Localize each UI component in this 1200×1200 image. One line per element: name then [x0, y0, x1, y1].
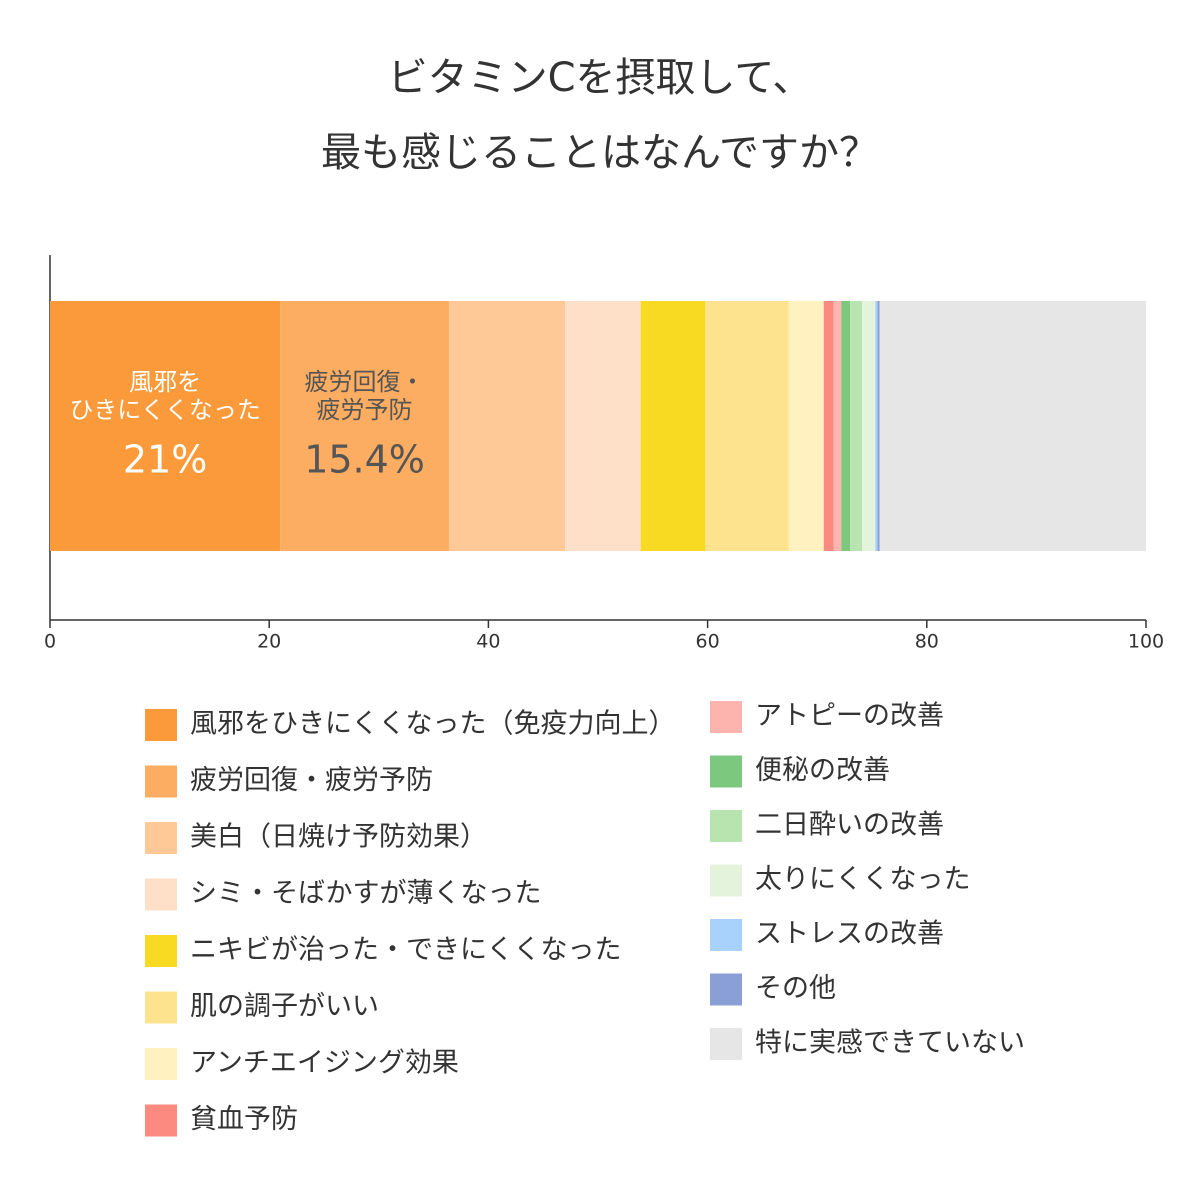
legend-swatch	[710, 810, 742, 842]
value-label: 21%	[123, 438, 207, 482]
x-tick-label: 80	[915, 631, 939, 653]
x-tick-label: 40	[476, 631, 500, 653]
legend-label: 風邪をひきにくくなった（免疫力向上）	[190, 709, 675, 740]
bar-segment	[862, 301, 876, 551]
x-tick-label: 20	[257, 631, 281, 653]
legend-label: その他	[755, 973, 836, 1004]
legend-label: 疲労回復・疲労予防	[190, 765, 433, 796]
x-tick-label: 100	[1128, 631, 1164, 653]
segment-label: 風邪を	[129, 368, 201, 396]
legend-swatch	[710, 919, 742, 951]
legend-label: 太りにくくなった	[755, 864, 970, 895]
legend-label: ストレスの改善	[755, 919, 944, 950]
legend-swatch	[710, 755, 742, 788]
bar-segment	[877, 301, 880, 551]
bar-segment	[448, 301, 566, 551]
bar-segment	[833, 301, 842, 551]
legend-label: 美白（日焼け予防効果）	[190, 822, 487, 853]
legend-swatch	[710, 701, 742, 733]
legend-swatch	[710, 864, 742, 897]
x-tick-label: 0	[44, 631, 56, 653]
bar-segment	[875, 301, 878, 551]
bar-segment	[565, 301, 641, 551]
bar-segment	[841, 301, 851, 551]
legend-swatch	[145, 878, 177, 911]
bar-segment	[640, 301, 706, 551]
legend-label: 二日酔いの改善	[755, 810, 944, 841]
legend-swatch	[145, 709, 177, 741]
legend-swatch	[710, 1028, 742, 1060]
x-tick-label: 60	[696, 631, 720, 653]
legend-swatch	[145, 935, 177, 967]
bar-segment	[879, 301, 1146, 551]
bar-segment	[280, 301, 449, 551]
segment-label: ひきにくくなった	[69, 396, 261, 424]
chart-title: 最も感じることはなんですか？	[321, 130, 879, 176]
legend-label: シミ・そばかすが薄くなった	[190, 878, 542, 909]
legend-label: アンチエイジング効果	[190, 1048, 459, 1079]
chart-title: ビタミンCを摂取して、	[388, 55, 813, 101]
bar-segment	[850, 301, 863, 551]
legend-swatch	[145, 991, 177, 1024]
legend-label: アトピーの改善	[755, 701, 944, 732]
segment-label: 疲労予防	[317, 396, 413, 424]
legend-swatch	[710, 973, 742, 1006]
value-label: 15.4%	[304, 438, 425, 482]
legend-label: 肌の調子がいい	[190, 991, 379, 1022]
legend-label: 特に実感できていない	[755, 1028, 1025, 1059]
legend-swatch	[145, 1104, 177, 1137]
legend-label: 便秘の改善	[755, 755, 890, 786]
segment-label: 疲労回復・	[305, 368, 425, 396]
bar-segment	[705, 301, 789, 551]
legend-swatch	[145, 822, 177, 854]
bar-segment	[50, 301, 281, 551]
legend-swatch	[145, 765, 177, 798]
bar-segment	[788, 301, 824, 551]
legend-swatch	[145, 1048, 177, 1080]
legend-label: ニキビが治った・できにくくなった	[190, 935, 621, 966]
legend-label: 貧血予防	[190, 1104, 298, 1135]
bar-segment	[823, 301, 834, 551]
